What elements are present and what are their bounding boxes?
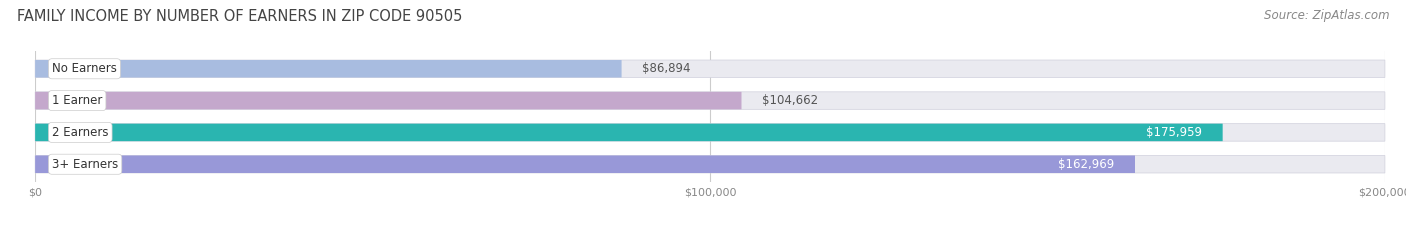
FancyBboxPatch shape	[35, 92, 741, 109]
FancyBboxPatch shape	[35, 60, 621, 78]
Text: $162,969: $162,969	[1059, 158, 1115, 171]
FancyBboxPatch shape	[35, 124, 1385, 141]
Text: $175,959: $175,959	[1146, 126, 1202, 139]
Text: $104,662: $104,662	[762, 94, 818, 107]
Text: No Earners: No Earners	[52, 62, 117, 75]
Text: Source: ZipAtlas.com: Source: ZipAtlas.com	[1264, 9, 1389, 22]
FancyBboxPatch shape	[35, 124, 1223, 141]
Text: 1 Earner: 1 Earner	[52, 94, 103, 107]
Text: 2 Earners: 2 Earners	[52, 126, 108, 139]
FancyBboxPatch shape	[35, 92, 1385, 109]
FancyBboxPatch shape	[35, 60, 1385, 78]
FancyBboxPatch shape	[35, 155, 1135, 173]
Text: $86,894: $86,894	[641, 62, 690, 75]
Text: FAMILY INCOME BY NUMBER OF EARNERS IN ZIP CODE 90505: FAMILY INCOME BY NUMBER OF EARNERS IN ZI…	[17, 9, 463, 24]
FancyBboxPatch shape	[35, 155, 1385, 173]
Text: 3+ Earners: 3+ Earners	[52, 158, 118, 171]
